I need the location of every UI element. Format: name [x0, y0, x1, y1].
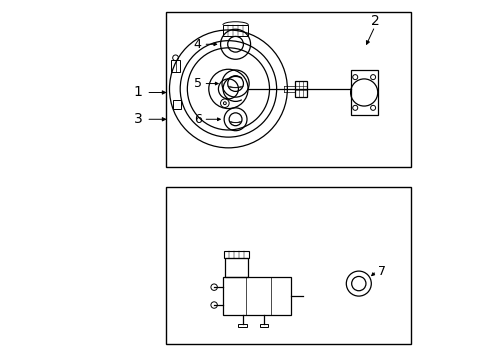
- Text: 6: 6: [193, 113, 201, 126]
- Text: 2: 2: [370, 14, 379, 28]
- Bar: [224, 251, 249, 258]
- Bar: [225, 258, 247, 277]
- Text: 3: 3: [134, 112, 142, 126]
- Bar: [350, 70, 377, 115]
- Text: 7: 7: [378, 265, 386, 278]
- Bar: [223, 25, 248, 36]
- Bar: [165, 12, 410, 167]
- Bar: [223, 277, 290, 315]
- Bar: [173, 100, 181, 109]
- Text: 5: 5: [193, 77, 201, 90]
- Bar: [165, 187, 410, 344]
- Bar: [294, 81, 306, 97]
- Bar: [171, 60, 180, 72]
- Text: 4: 4: [193, 38, 201, 51]
- Bar: [238, 324, 246, 327]
- Text: 1: 1: [134, 85, 142, 99]
- Bar: [259, 324, 268, 327]
